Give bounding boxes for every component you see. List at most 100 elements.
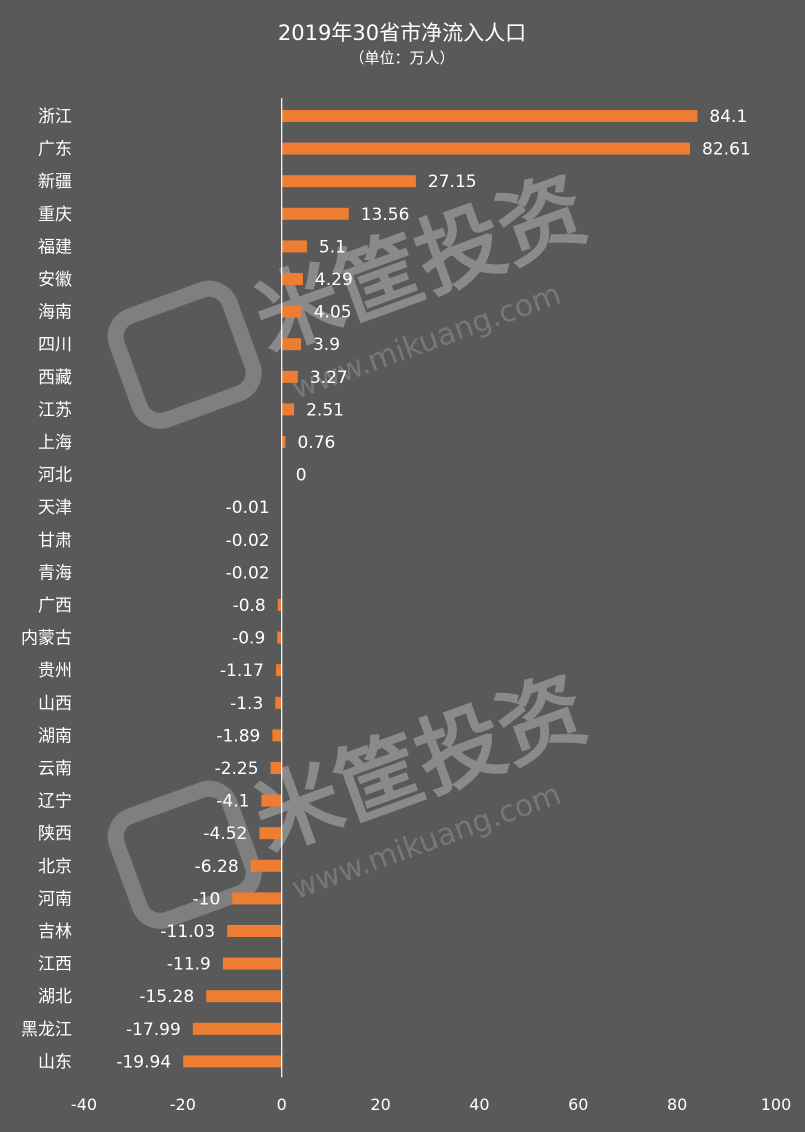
value-label: -1.17 [220, 661, 264, 681]
bar [281, 240, 307, 253]
x-tick-label: 20 [370, 1095, 390, 1114]
category-label: 内蒙古 [21, 629, 72, 649]
value-label: -11.03 [160, 922, 215, 942]
value-label: -0.02 [226, 563, 270, 583]
category-label: 安徽 [38, 270, 72, 290]
bar [281, 403, 295, 416]
x-tick-label: 100 [761, 1095, 792, 1114]
bar [270, 762, 282, 774]
bar [281, 305, 302, 318]
value-label: -0.8 [233, 596, 266, 616]
category-label: 青海 [38, 563, 72, 583]
bar [232, 892, 282, 905]
category-label: 江苏 [38, 400, 72, 420]
value-label: -19.94 [116, 1052, 171, 1072]
x-tick-label: -40 [71, 1095, 97, 1114]
bar [272, 729, 282, 742]
category-label: 北京 [38, 857, 72, 877]
bar [259, 827, 282, 840]
value-label: 3.27 [310, 368, 348, 388]
x-tick-label: -20 [170, 1095, 196, 1114]
category-label: 湖北 [38, 987, 72, 1007]
value-labels: 84.1 82.61 27.15 13.56 5.1 4.29 4.05 3.9 3.27 2.5… [116, 107, 750, 1072]
category-label: 山西 [38, 694, 72, 714]
category-label: 西藏 [38, 368, 72, 388]
category-label: 新疆 [38, 172, 72, 192]
bar [277, 631, 282, 644]
watermark-2: 米筐投资 www.mikuang.com [107, 659, 599, 929]
value-label: -2.25 [215, 759, 259, 779]
x-tick-label: 80 [667, 1095, 687, 1114]
bar [281, 175, 416, 188]
bar [281, 110, 698, 122]
value-label: -0.02 [226, 531, 270, 551]
value-label: -1.3 [230, 694, 263, 714]
value-label: -6.28 [195, 857, 239, 877]
watermark-1: 米筐投资 www.mikuang.com [107, 159, 599, 429]
chart-title: 2019年30省市净流入人口 [278, 21, 526, 45]
bar [281, 338, 301, 351]
category-label: 河北 [38, 466, 72, 486]
category-label: 江西 [38, 955, 72, 975]
category-label: 广西 [38, 596, 72, 616]
value-label: -17.99 [126, 1020, 181, 1040]
value-label: -1.89 [216, 726, 260, 746]
category-label: 四川 [38, 335, 72, 355]
watermark-logo-icon [107, 280, 262, 429]
category-label: 湖南 [38, 726, 72, 746]
category-label: 甘肃 [38, 531, 72, 551]
value-label: -15.28 [139, 987, 194, 1007]
value-label: 84.1 [709, 107, 747, 127]
category-label: 河南 [38, 889, 72, 909]
x-tick-label: 60 [568, 1095, 588, 1114]
value-label: -0.01 [226, 498, 270, 518]
category-label: 广东 [38, 140, 72, 160]
category-label: 黑龙江 [21, 1020, 72, 1040]
bar [275, 696, 282, 709]
category-label: 贵州 [38, 661, 72, 681]
category-label: 云南 [38, 759, 72, 779]
x-axis: -40 -20 0 20 40 60 80 100 [71, 1095, 791, 1114]
bar [277, 599, 282, 611]
watermark-logo-icon [107, 780, 262, 929]
bar [183, 1055, 282, 1068]
bar [281, 273, 303, 285]
value-label: 0.76 [297, 433, 335, 453]
value-label: 2.51 [306, 400, 344, 420]
value-label: 82.61 [702, 140, 751, 160]
bars [183, 110, 698, 1068]
category-label: 天津 [38, 498, 72, 518]
bar [261, 794, 282, 807]
bar [222, 957, 282, 970]
value-label: 4.05 [314, 303, 352, 323]
value-label: 4.29 [315, 270, 353, 290]
category-label: 陕西 [38, 824, 72, 844]
value-label: -0.9 [232, 629, 265, 649]
value-label: 5.1 [319, 237, 346, 257]
value-label: 27.15 [428, 172, 477, 192]
bar [281, 436, 286, 448]
category-label: 重庆 [38, 205, 72, 225]
category-labels: 浙江广东新疆重庆福建安徽海南四川西藏江苏上海河北天津甘肃青海广西内蒙古贵州山西湖… [21, 107, 72, 1072]
value-label: 13.56 [361, 205, 410, 225]
value-label: -4.1 [216, 792, 249, 812]
value-label: 3.9 [313, 335, 340, 355]
value-label: -10 [193, 889, 221, 909]
category-label: 山东 [38, 1052, 72, 1072]
bar [275, 664, 282, 677]
value-label: 0 [296, 466, 307, 486]
category-label: 浙江 [38, 107, 72, 127]
bar [192, 1022, 282, 1035]
value-label: -4.52 [203, 824, 247, 844]
bar [281, 370, 298, 383]
category-label: 吉林 [38, 922, 72, 942]
category-label: 辽宁 [38, 792, 72, 812]
bar [227, 925, 282, 937]
value-label: -11.9 [167, 955, 211, 975]
x-tick-label: 40 [469, 1095, 489, 1114]
bar [281, 142, 691, 155]
category-label: 海南 [38, 303, 72, 323]
x-tick-label: 0 [277, 1095, 287, 1114]
bar [281, 207, 349, 220]
